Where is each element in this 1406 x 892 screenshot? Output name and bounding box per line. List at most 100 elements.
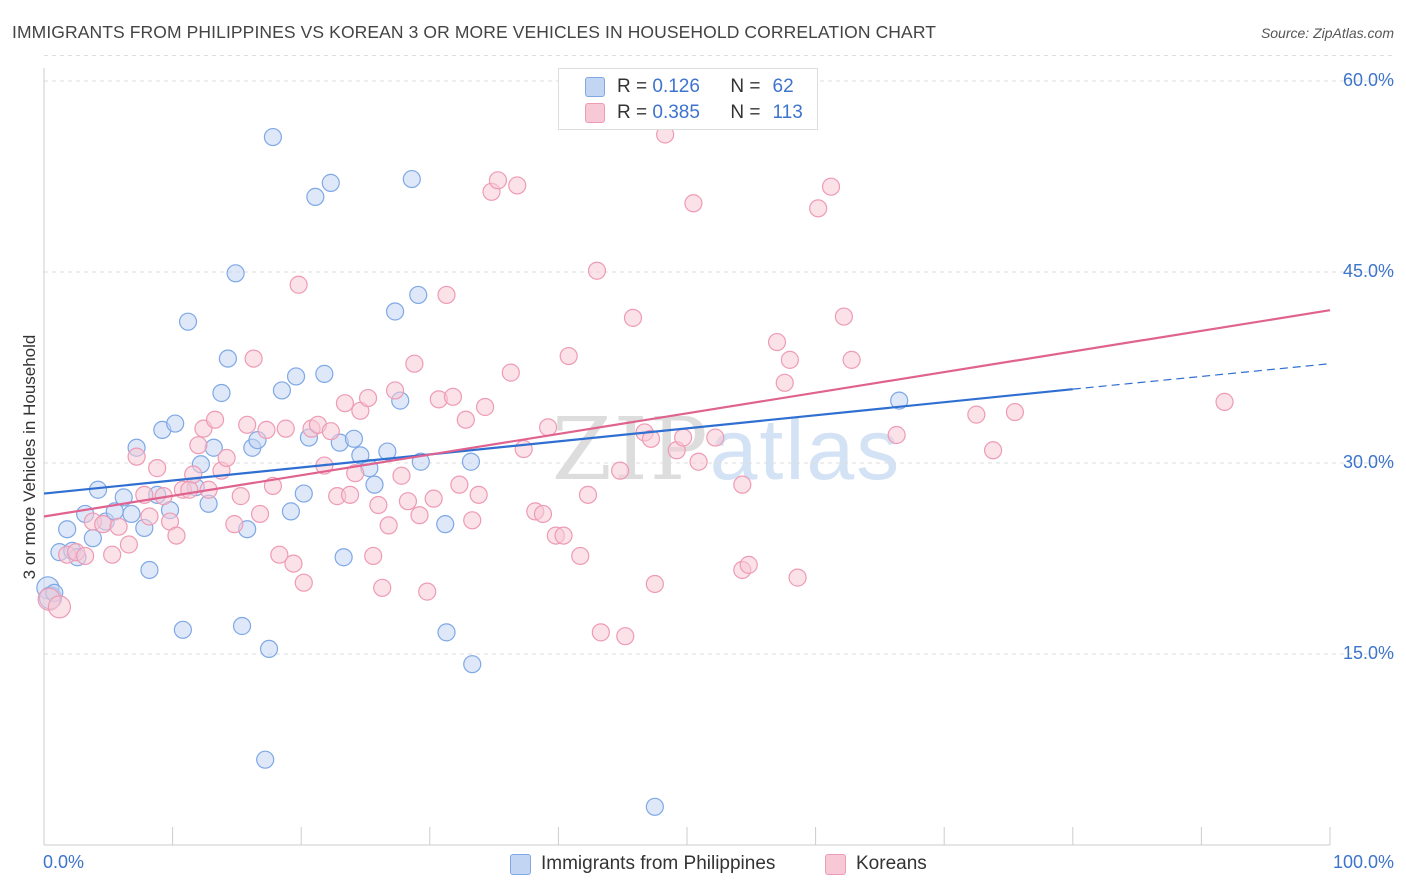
trend-line-philippines	[43, 388, 1073, 495]
point-koreans	[456, 410, 475, 429]
point-philippines	[226, 264, 245, 283]
legend-swatch-philippines	[585, 77, 605, 97]
point-koreans	[508, 176, 527, 195]
point-philippines	[385, 302, 405, 321]
point-koreans	[641, 429, 661, 448]
point-philippines	[173, 620, 192, 639]
point-philippines	[232, 616, 252, 636]
point-koreans	[767, 332, 787, 352]
point-koreans	[346, 464, 365, 483]
watermark: ZIPatlas	[552, 400, 901, 500]
bottom-legend-swatch-koreans	[825, 853, 846, 875]
point-koreans	[379, 516, 398, 535]
legend-r-value: 0.126	[652, 76, 700, 97]
legend-r-label: R =	[617, 102, 648, 123]
point-koreans	[706, 428, 725, 447]
bottom-legend-label-koreans: Koreans	[856, 853, 927, 874]
point-philippines	[306, 187, 325, 206]
chart-source: Source: ZipAtlas.com	[1260, 25, 1394, 41]
point-philippines	[263, 127, 283, 147]
point-philippines	[351, 446, 370, 465]
point-philippines	[259, 639, 279, 659]
point-koreans	[340, 485, 360, 504]
point-philippines	[461, 452, 481, 471]
point-koreans	[184, 465, 203, 484]
point-koreans	[109, 517, 128, 536]
point-koreans	[373, 578, 392, 597]
point-koreans	[217, 448, 236, 468]
point-koreans	[94, 515, 113, 534]
point-koreans	[321, 422, 340, 441]
y-tick-label: 15.0%	[1342, 643, 1394, 663]
point-koreans	[539, 418, 558, 437]
point-koreans	[276, 419, 295, 438]
point-koreans	[684, 194, 703, 213]
point-philippines	[178, 312, 198, 331]
point-koreans	[788, 568, 807, 587]
point-koreans	[284, 554, 303, 573]
point-koreans	[244, 349, 263, 368]
point-koreans	[469, 485, 488, 504]
point-koreans	[689, 452, 708, 471]
point-koreans	[76, 546, 95, 566]
point-philippines	[218, 349, 237, 368]
point-koreans	[983, 441, 1003, 460]
point-philippines	[83, 529, 102, 548]
axes	[43, 68, 1331, 846]
point-koreans	[238, 415, 257, 434]
point-koreans	[189, 436, 208, 455]
trend-line-philippines-projection	[1072, 363, 1331, 390]
point-koreans	[437, 285, 456, 305]
point-koreans	[611, 461, 630, 480]
point-philippines	[321, 173, 340, 192]
point-koreans	[578, 485, 598, 504]
point-philippines	[437, 623, 456, 642]
point-koreans	[205, 410, 225, 429]
point-philippines	[463, 655, 482, 674]
point-koreans	[424, 489, 443, 508]
point-koreans	[103, 545, 122, 564]
point-philippines	[294, 484, 313, 503]
point-koreans	[167, 526, 186, 545]
point-koreans	[443, 387, 463, 406]
y-tick-label: 45.0%	[1342, 261, 1394, 281]
point-philippines	[402, 169, 421, 189]
point-koreans	[335, 394, 355, 413]
y-tick-label: 60.0%	[1342, 70, 1394, 91]
legend-row-koreans: R = 0.385 N = 113	[585, 101, 803, 125]
legend-n-value: 113	[772, 102, 803, 123]
bottom-legend-koreans: Koreans	[825, 850, 927, 878]
point-koreans	[392, 466, 411, 485]
point-koreans	[294, 573, 313, 592]
point-koreans	[780, 350, 799, 369]
point-koreans	[739, 555, 758, 574]
stats-legend: R = 0.126 N = 62 R = 0.385 N = 113	[558, 68, 818, 130]
point-philippines	[436, 515, 455, 534]
point-philippines	[58, 520, 77, 539]
point-philippines	[378, 442, 397, 461]
point-koreans	[587, 261, 607, 280]
point-koreans	[405, 354, 424, 373]
point-koreans	[358, 388, 378, 408]
point-philippines	[114, 488, 133, 507]
point-philippines	[286, 367, 306, 386]
trend-line-koreans	[43, 309, 1331, 518]
point-koreans	[514, 439, 533, 459]
point-koreans	[887, 425, 906, 445]
point-koreans	[140, 507, 159, 526]
point-koreans	[410, 506, 429, 525]
bottom-legend-philippines: Immigrants from Philippines	[510, 850, 775, 878]
point-koreans	[533, 504, 553, 524]
point-koreans	[809, 199, 828, 218]
point-koreans	[369, 495, 388, 515]
legend-swatch-koreans	[585, 103, 605, 123]
point-koreans	[148, 459, 167, 478]
point-koreans	[967, 405, 986, 424]
point-philippines	[365, 475, 384, 494]
point-koreans	[364, 546, 383, 566]
bottom-legend-swatch-philippines	[510, 853, 531, 875]
point-koreans	[842, 350, 861, 369]
point-koreans	[821, 177, 841, 196]
bottom-legend-label-philippines: Immigrants from Philippines	[541, 853, 776, 874]
point-koreans	[501, 363, 520, 382]
